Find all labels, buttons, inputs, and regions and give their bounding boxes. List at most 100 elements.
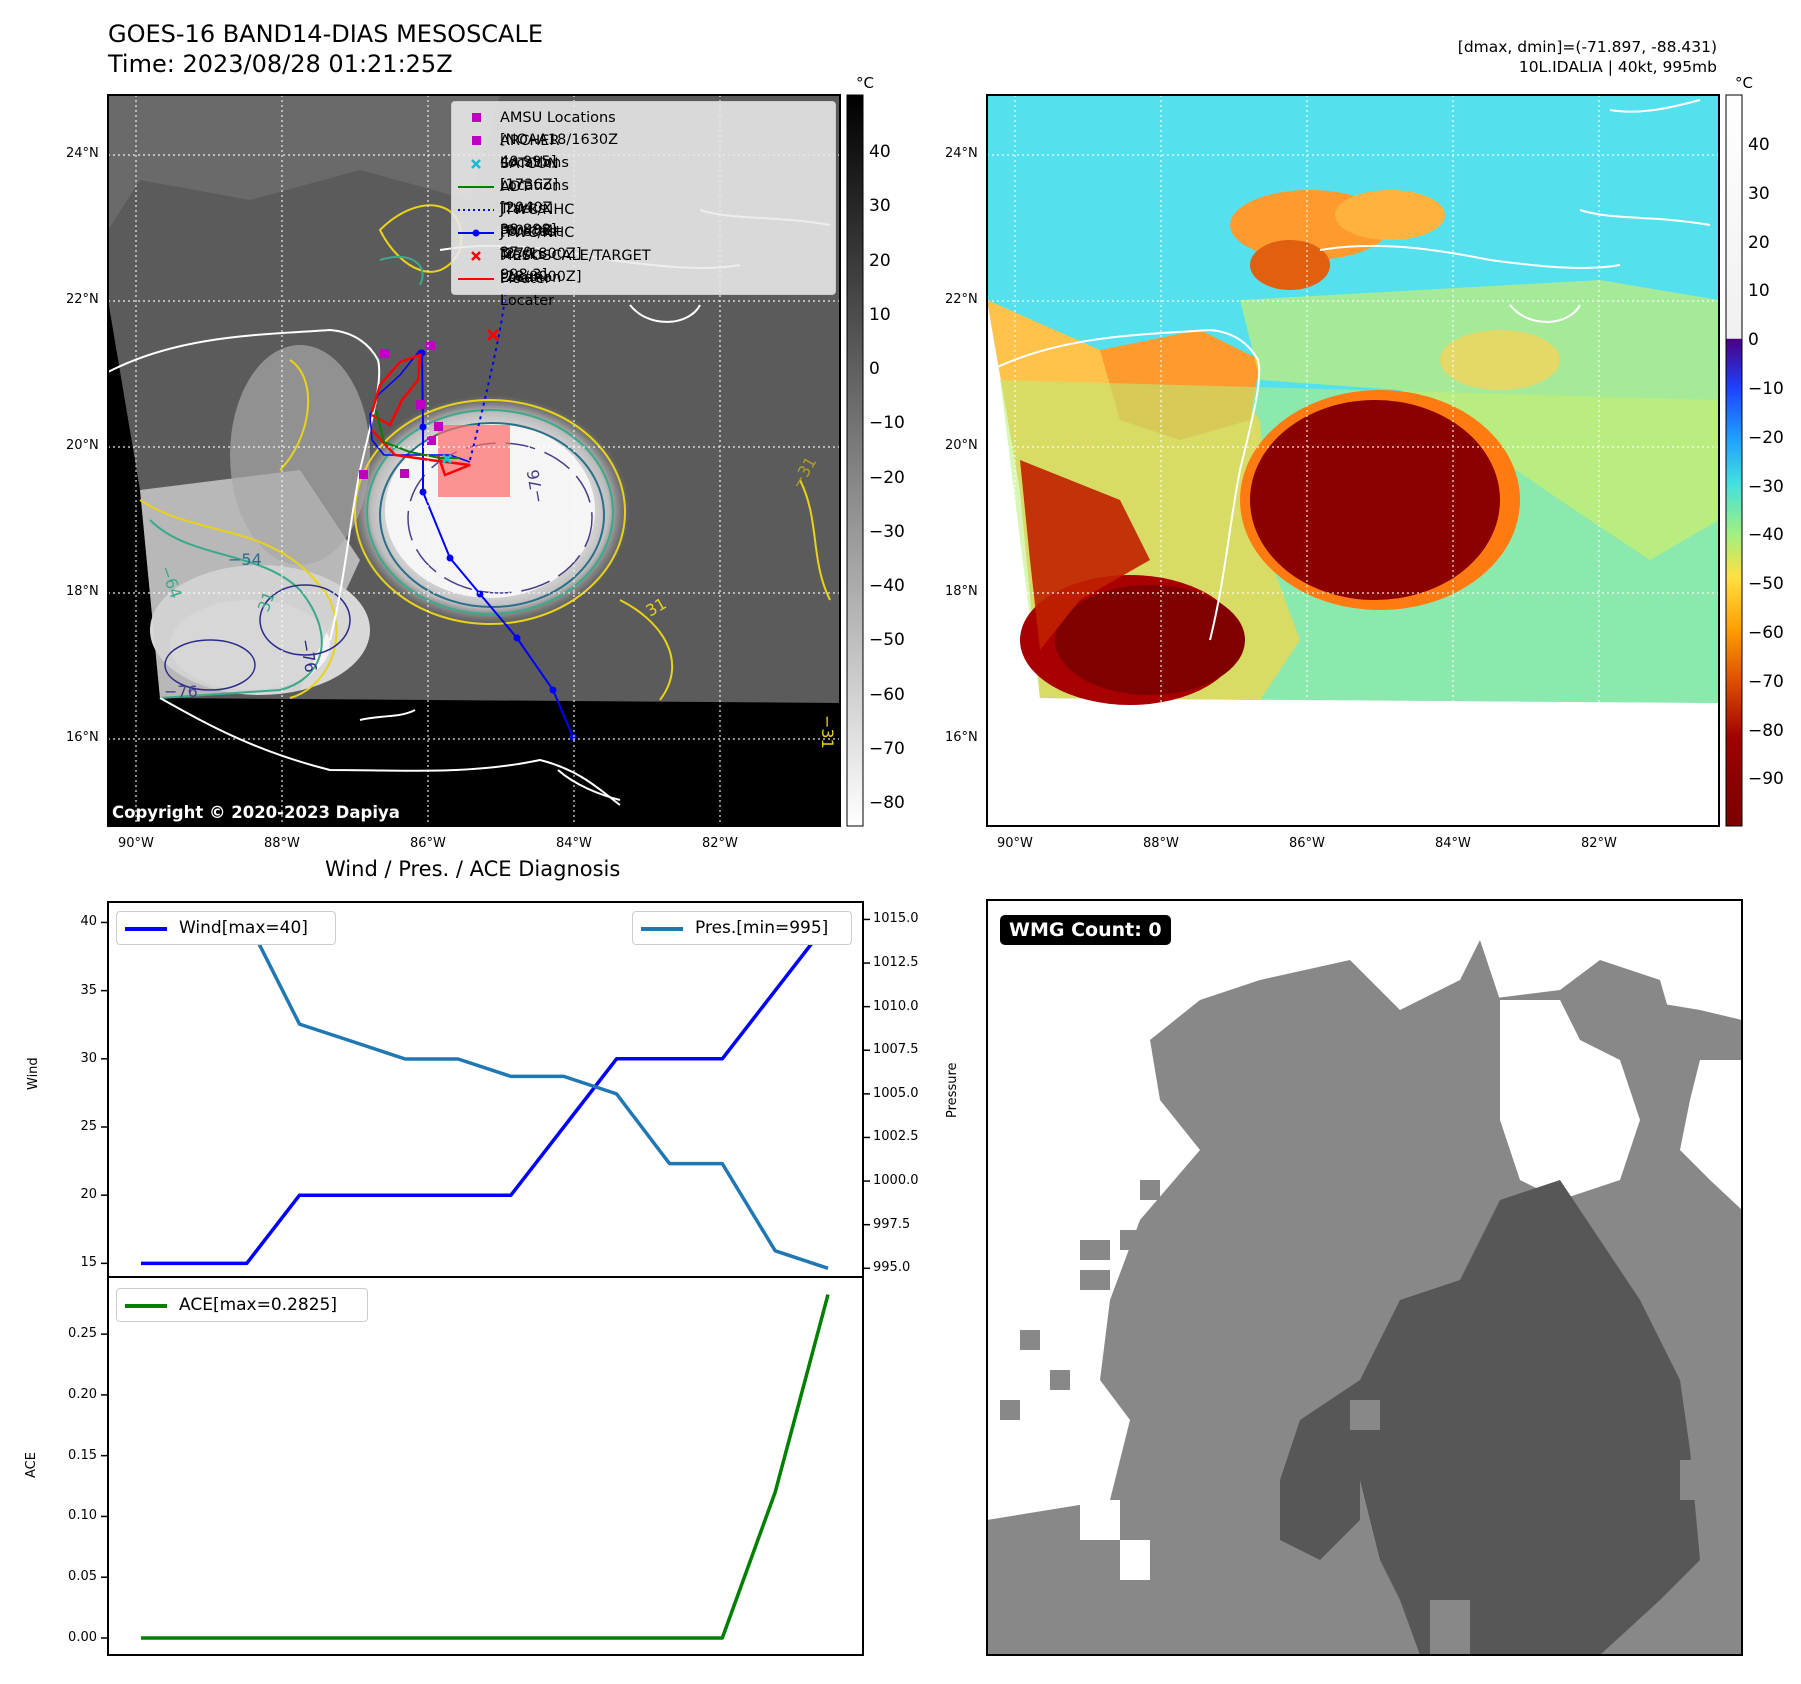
- contour-label: −31: [818, 715, 837, 749]
- gray-colorbar-tick: 40: [869, 142, 891, 162]
- lat-tick-label: 16°N: [66, 730, 99, 745]
- lat-tick-label: 24°N: [66, 146, 99, 161]
- gray-colorbar-tick: −30: [869, 521, 905, 542]
- y-tick-label: 0.05: [68, 1569, 97, 1585]
- gray-colorbar-tick: 20: [869, 250, 891, 271]
- y-tick-label: 0.10: [68, 1508, 97, 1524]
- y-tick-label: 35: [80, 982, 97, 998]
- lat-tick-label: 22°N: [945, 292, 978, 307]
- gray-colorbar-tick: 10: [869, 304, 891, 325]
- wmg-count-badge: WMG Count: 0: [1000, 915, 1171, 945]
- gray-colorbar-tick: 0: [869, 359, 880, 379]
- y-tick-label: 1002.5: [873, 1129, 919, 1145]
- wind-legend: Wind[max=40]: [116, 911, 336, 945]
- y-tick-label: 30: [80, 1050, 97, 1066]
- lon-tick-label: 90°W: [118, 836, 154, 851]
- pressure-legend: Pres.[min=995]: [632, 911, 852, 945]
- color-colorbar-tick: −90: [1748, 769, 1784, 790]
- pressure-legend-label: Pres.[min=995]: [695, 918, 829, 938]
- y-tick-label: 1010.0: [873, 998, 919, 1014]
- ace-axis-label: ACE: [24, 1452, 39, 1478]
- lat-tick-label: 24°N: [945, 146, 978, 161]
- color-colorbar-tick: −30: [1748, 476, 1784, 497]
- y-tick-label: 20: [80, 1187, 97, 1203]
- y-tick-label: 0.20: [68, 1386, 97, 1402]
- color-colorbar-tick: 30: [1748, 183, 1770, 204]
- lon-tick-label: 82°W: [1581, 836, 1617, 851]
- y-tick-label: 0.25: [68, 1326, 97, 1342]
- wind-legend-swatch: [125, 927, 167, 931]
- wmg-panel: [986, 899, 1743, 1656]
- gray-colorbar-unit: °C: [856, 74, 874, 92]
- lon-tick-label: 88°W: [1143, 836, 1179, 851]
- color-colorbar-tick: 0: [1748, 330, 1759, 351]
- lat-tick-label: 16°N: [945, 730, 978, 745]
- lon-tick-label: 84°W: [1435, 836, 1471, 851]
- lon-tick-label: 84°W: [556, 836, 592, 851]
- color-colorbar-tick: −70: [1748, 671, 1784, 692]
- gray-colorbar-tick: −60: [869, 684, 905, 705]
- y-tick-label: 40: [80, 914, 97, 930]
- gray-colorbar-tick: −10: [869, 413, 905, 434]
- diagnosis-title: Wind / Pres. / ACE Diagnosis: [325, 857, 621, 881]
- wind-axis-label: Wind: [26, 1057, 41, 1090]
- pressure-axis-label: Pressure: [945, 1062, 960, 1118]
- y-tick-label: 0.15: [68, 1447, 97, 1463]
- gray-colorbar-tick: 30: [869, 196, 891, 217]
- color-colorbar-tick: 20: [1748, 232, 1770, 253]
- series-line-0: [141, 1294, 830, 1640]
- color-colorbar-tick: −10: [1748, 379, 1784, 399]
- storm-info: 10L.IDALIA | 40kt, 995mb: [1518, 58, 1717, 76]
- y-tick-label: 1015.0: [873, 911, 919, 927]
- y-tick-label: 25: [80, 1119, 97, 1134]
- lon-tick-label: 88°W: [264, 836, 300, 851]
- ace-panel: [107, 1276, 864, 1656]
- y-tick-label: 15: [80, 1255, 97, 1271]
- pressure-legend-swatch: [641, 927, 683, 931]
- color-colorbar: [1725, 94, 1743, 827]
- contour-label: −76: [164, 682, 198, 701]
- gray-colorbar-tick: −80: [869, 793, 905, 813]
- color-colorbar-tick: −50: [1748, 574, 1784, 595]
- ace-legend-swatch: [125, 1304, 167, 1308]
- y-tick-label: 1000.0: [873, 1173, 919, 1189]
- gray-colorbar-tick: −70: [869, 738, 905, 759]
- lon-tick-label: 86°W: [1289, 836, 1325, 851]
- lon-tick-label: 86°W: [410, 836, 446, 851]
- lon-tick-label: 90°W: [997, 836, 1033, 851]
- color-colorbar-tick: −60: [1748, 623, 1784, 643]
- gray-colorbar-tick: −40: [869, 576, 905, 596]
- dmax-dmin-info: [dmax, dmin]=(-71.897, -88.431): [1457, 38, 1717, 56]
- wind-pressure-panel: [107, 901, 864, 1278]
- color-colorbar-tick: 40: [1748, 135, 1770, 155]
- lat-tick-label: 20°N: [66, 438, 99, 453]
- y-tick-label: 1012.5: [873, 955, 919, 971]
- gray-colorbar: [846, 94, 864, 827]
- color-colorbar-tick: −20: [1748, 427, 1784, 448]
- contour-label: −54: [228, 550, 262, 569]
- gray-colorbar-tick: −50: [869, 630, 905, 651]
- color-colorbar-tick: −80: [1748, 720, 1784, 741]
- lat-tick-label: 18°N: [66, 584, 99, 599]
- figure-title: GOES-16 BAND14-DIAS MESOSCALE: [108, 20, 544, 48]
- lat-tick-label: 18°N: [945, 584, 978, 599]
- color-colorbar-unit: °C: [1735, 74, 1753, 92]
- lon-tick-label: 82°W: [702, 836, 738, 851]
- lat-tick-label: 20°N: [945, 438, 978, 453]
- wind-legend-label: Wind[max=40]: [179, 918, 308, 938]
- ace-legend-label: ACE[max=0.2825]: [179, 1295, 337, 1315]
- series-line-0: [141, 921, 830, 1266]
- gray-colorbar-tick: −20: [869, 467, 905, 488]
- ir-color-map: [986, 94, 1720, 827]
- copyright-text: Copyright © 2020-2023 Dapiya: [112, 803, 400, 822]
- lat-tick-label: 22°N: [66, 292, 99, 307]
- color-colorbar-tick: −40: [1748, 525, 1784, 546]
- map-legend: AMSU Locations [NOAA18/1630Z 40 995] ARC…: [451, 101, 836, 309]
- y-tick-label: 1007.5: [873, 1042, 919, 1058]
- y-tick-label: 995.0: [873, 1260, 911, 1276]
- color-colorbar-tick: 10: [1748, 281, 1770, 302]
- figure-time: Time: 2023/08/28 01:21:25Z: [108, 50, 453, 78]
- y-tick-label: 997.5: [873, 1216, 911, 1232]
- y-tick-label: 0.00: [68, 1629, 97, 1645]
